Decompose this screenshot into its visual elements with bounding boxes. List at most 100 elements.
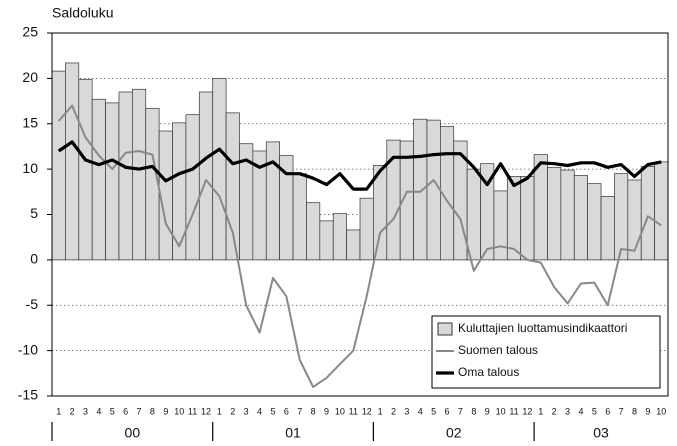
- x-tick-label: 2: [391, 406, 396, 416]
- x-tick-label: 7: [297, 406, 302, 416]
- x-tick-label: 3: [83, 406, 88, 416]
- x-tick-label: 4: [418, 406, 423, 416]
- x-tick-label: 2: [552, 406, 557, 416]
- bar: [654, 161, 669, 261]
- bar: [520, 176, 535, 261]
- bar: [185, 114, 200, 261]
- bar: [306, 202, 321, 261]
- y-tick-label: 5: [30, 205, 38, 221]
- x-tick-label: 5: [110, 406, 115, 416]
- x-tick-label: 6: [123, 406, 128, 416]
- plot-frame: [51, 32, 669, 397]
- x-tick-label: 12: [522, 406, 532, 416]
- y-tick-label: -5: [26, 296, 39, 312]
- line: [57, 140, 662, 191]
- x-tick-label: 8: [150, 406, 155, 416]
- line: [57, 104, 662, 388]
- bar: [600, 196, 615, 261]
- bar: [319, 220, 334, 261]
- group-label: 03: [593, 425, 609, 441]
- y-tick-label: 15: [22, 114, 38, 130]
- x-tick-label: 6: [605, 406, 610, 416]
- x-tick-label: 10: [496, 406, 506, 416]
- bar: [332, 213, 347, 261]
- x-tick-label: 7: [137, 406, 142, 416]
- x-tick-label: 9: [645, 406, 650, 416]
- bar: [640, 166, 655, 261]
- y-tick-label: 10: [22, 160, 38, 176]
- group-label: 01: [285, 425, 301, 441]
- bar: [212, 78, 227, 261]
- legend-label: Kuluttajien luottamusindikaattori: [458, 321, 627, 335]
- bar: [105, 102, 120, 261]
- x-tick-label: 11: [188, 406, 197, 416]
- bar: [51, 70, 66, 261]
- legend-label: Oma talous: [458, 365, 519, 379]
- x-tick-label: 1: [217, 406, 222, 416]
- x-tick-label: 9: [485, 406, 490, 416]
- bar: [118, 91, 133, 261]
- bar: [292, 173, 307, 261]
- x-tick-label: 12: [362, 406, 372, 416]
- x-tick-label: 4: [257, 406, 262, 416]
- legend-box: [431, 315, 661, 389]
- bar: [560, 169, 575, 261]
- legend-swatch: [437, 322, 453, 336]
- bar: [91, 98, 106, 261]
- y-tick-label: -10: [18, 341, 38, 357]
- bar: [78, 78, 93, 261]
- bar: [547, 166, 562, 261]
- bar: [198, 91, 214, 261]
- x-tick-label: 11: [349, 406, 358, 416]
- x-tick-label: 5: [592, 406, 597, 416]
- bar: [493, 190, 508, 261]
- bar: [265, 141, 281, 261]
- x-tick-label: 5: [431, 406, 436, 416]
- x-tick-label: 6: [284, 406, 289, 416]
- bar: [426, 119, 441, 261]
- bar: [614, 173, 629, 261]
- bar: [413, 118, 428, 261]
- bar: [346, 229, 361, 261]
- y-tick-label: 25: [22, 24, 38, 40]
- x-tick-label: 7: [458, 406, 463, 416]
- y-axis-label: Saldoluku: [52, 5, 114, 21]
- x-tick-label: 10: [174, 406, 184, 416]
- x-tick-label: 10: [656, 406, 666, 416]
- bar: [359, 197, 374, 261]
- x-tick-label: 3: [565, 406, 570, 416]
- x-tick-label: 9: [163, 406, 168, 416]
- x-tick-label: 5: [270, 406, 275, 416]
- bar: [466, 168, 481, 261]
- x-tick-label: 12: [201, 406, 211, 416]
- bar: [587, 183, 602, 261]
- y-tick-label: -15: [18, 387, 38, 403]
- x-tick-label: 9: [324, 406, 329, 416]
- bar: [131, 88, 147, 261]
- x-tick-label: 8: [632, 406, 637, 416]
- x-tick-label: 2: [70, 406, 75, 416]
- x-tick-label: 4: [96, 406, 101, 416]
- x-tick-label: 2: [230, 406, 235, 416]
- x-tick-label: 1: [378, 406, 383, 416]
- y-tick-label: 20: [22, 69, 38, 85]
- x-tick-label: 1: [538, 406, 543, 416]
- group-label: 02: [446, 425, 462, 441]
- bar: [65, 62, 80, 261]
- x-tick-label: 10: [335, 406, 345, 416]
- bar: [573, 175, 589, 261]
- group-label: 00: [125, 425, 141, 441]
- x-tick-label: 8: [311, 406, 316, 416]
- x-tick-label: 8: [471, 406, 476, 416]
- legend: Kuluttajien luottamusindikaattori Suomen …: [431, 315, 661, 389]
- x-tick-label: 4: [578, 406, 583, 416]
- legend-label: Suomen talous: [458, 343, 538, 357]
- x-tick-label: 7: [619, 406, 624, 416]
- bar: [627, 179, 642, 261]
- x-tick-label: 3: [244, 406, 249, 416]
- y-tick-label: 0: [30, 251, 38, 267]
- x-tick-label: 3: [404, 406, 409, 416]
- x-tick-label: 6: [445, 406, 450, 416]
- x-tick-label: 11: [509, 406, 518, 416]
